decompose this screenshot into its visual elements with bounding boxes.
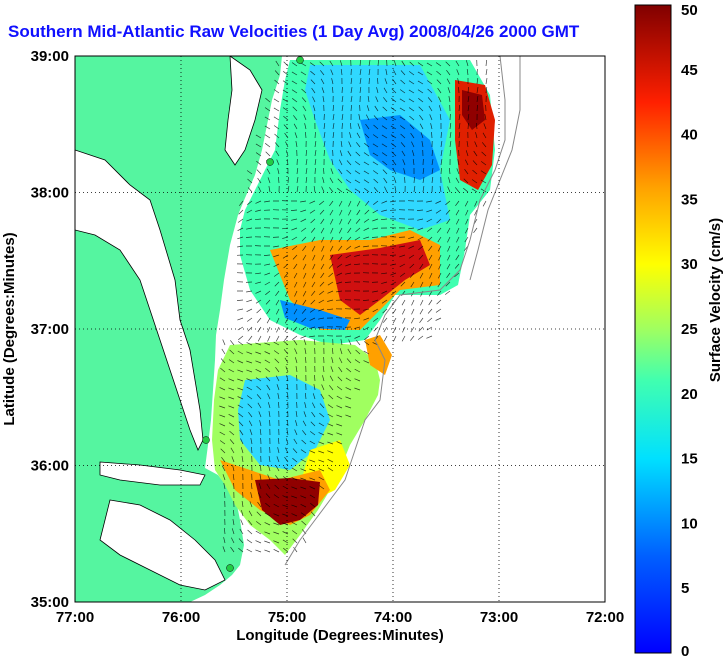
colorbar-tick-label: 25: [681, 321, 698, 338]
colorbar-tick-label: 15: [681, 451, 698, 468]
x-tick-label: 77:00: [56, 609, 94, 626]
x-tick-label: 76:00: [162, 609, 200, 626]
y-tick-label: 38:00: [31, 185, 69, 202]
hf-radar-stations: [202, 56, 304, 572]
velocity-region-blue-north: [360, 115, 440, 180]
station-marker: [296, 56, 304, 64]
albemarle-sound: [99, 461, 206, 486]
y-tick-labels: 39:00 38:00 37:00 36:00 35:00: [31, 48, 69, 611]
colorbar-tick-label: 10: [681, 515, 698, 532]
y-tick-label: 35:00: [31, 594, 69, 611]
velocity-region-blue-center: [280, 300, 350, 330]
colorbar-tick-label: 5: [681, 580, 689, 597]
pamlico-sound: [99, 499, 226, 591]
x-tick-label: 72:00: [586, 609, 624, 626]
velocity-vectors: [219, 59, 488, 553]
colorbar-tick-label: 35: [681, 191, 698, 208]
colorbar-tick-label: 40: [681, 127, 698, 144]
y-tick-label: 36:00: [31, 458, 69, 475]
x-tick-labels: 77:00 76:00 75:00 74:00 73:00 72:00: [56, 609, 624, 626]
colorbar-tick-label: 45: [681, 62, 698, 79]
velocity-region-darkred-south: [255, 478, 320, 525]
colorbar-tick-label: 20: [681, 386, 698, 403]
x-tick-label: 74:00: [374, 609, 412, 626]
colorbar-label: Surface Velocity (cm/s): [707, 218, 724, 382]
map-grid: [75, 56, 605, 602]
colorbar-tick-label: 30: [681, 256, 698, 273]
colorbar: [634, 4, 672, 654]
station-marker: [266, 158, 274, 166]
colorbar-tick-labels: 0 5 10 15 20 25 30 35 40 45 50: [681, 2, 698, 659]
station-marker: [202, 436, 210, 444]
delaware-bay: [224, 56, 263, 166]
colorbar-tick-label: 50: [681, 2, 698, 19]
velocity-region-red-mid: [330, 240, 430, 315]
station-marker: [226, 564, 234, 572]
velocity-region-orange-east: [365, 335, 392, 375]
y-tick-label: 39:00: [31, 48, 69, 65]
colorbar-tick-label: 0: [681, 643, 689, 659]
y-axis-label: Latitude (Degrees:Minutes): [1, 232, 18, 425]
velocity-region-darkred-ne: [462, 90, 485, 130]
x-axis-label: Longitude (Degrees:Minutes): [236, 627, 444, 644]
x-tick-label: 75:00: [268, 609, 306, 626]
x-tick-label: 73:00: [480, 609, 518, 626]
isobath-lines: [284, 56, 506, 566]
map-frame: [74, 55, 606, 603]
map-title: Southern Mid-Atlantic Raw Velocities (1 …: [8, 22, 580, 41]
y-tick-label: 37:00: [31, 321, 69, 338]
chesapeake-bay: [75, 149, 204, 451]
